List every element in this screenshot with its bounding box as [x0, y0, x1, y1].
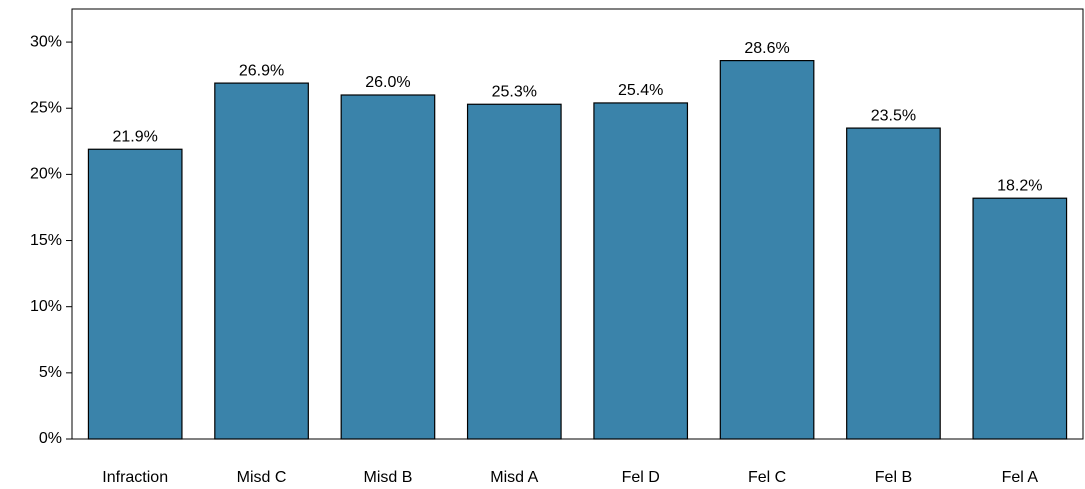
bar — [214, 82, 309, 440]
y-tick-label: 25% — [30, 99, 62, 116]
bar — [846, 127, 941, 440]
value-label: 18.2% — [997, 177, 1042, 194]
value-label: 28.6% — [744, 40, 789, 57]
x-tick-label: Misd A — [490, 469, 538, 486]
x-tick-label: Fel C — [748, 469, 786, 486]
x-tick-label: Fel A — [1002, 469, 1039, 486]
bar — [87, 148, 183, 440]
x-tick-label: Misd B — [363, 469, 412, 486]
value-label: 25.4% — [618, 82, 663, 99]
value-label: 26.9% — [239, 62, 284, 79]
bar — [972, 197, 1068, 440]
y-tick-label: 5% — [39, 364, 62, 381]
value-label: 21.9% — [113, 128, 158, 145]
y-tick-label: 15% — [30, 232, 62, 249]
bar — [340, 94, 436, 440]
x-tick-label: Fel D — [622, 469, 660, 486]
value-label: 23.5% — [871, 107, 916, 124]
y-tick-label: 30% — [30, 33, 62, 50]
x-tick-label: Infraction — [102, 469, 168, 486]
value-label: 26.0% — [365, 74, 410, 91]
x-tick-label: Fel B — [875, 469, 912, 486]
bar — [466, 103, 562, 440]
x-tick-label: Misd C — [237, 469, 287, 486]
bar — [593, 102, 689, 440]
value-label: 25.3% — [492, 83, 537, 100]
y-tick-label: 0% — [39, 430, 62, 447]
bar — [719, 59, 815, 440]
y-tick-label: 10% — [30, 298, 62, 315]
y-tick-label: 20% — [30, 166, 62, 183]
